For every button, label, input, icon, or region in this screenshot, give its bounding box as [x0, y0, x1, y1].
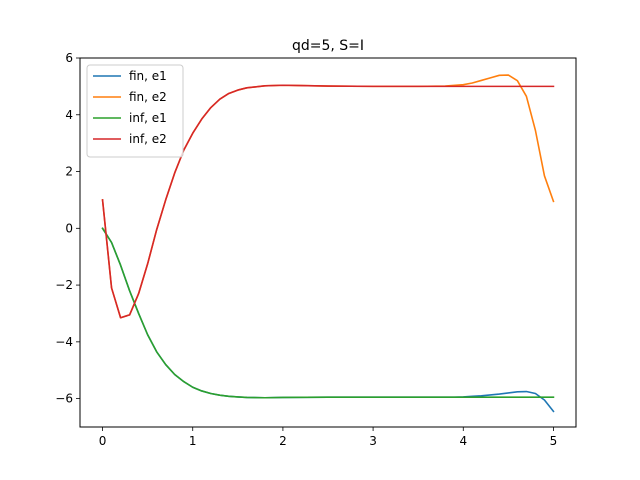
x-tick-label: 5 — [550, 434, 558, 448]
x-tick-label: 4 — [459, 434, 467, 448]
legend-box — [86, 64, 184, 158]
y-tick-label: −4 — [55, 335, 73, 349]
series-layer — [101, 74, 555, 413]
series-line-4 — [101, 84, 555, 319]
y-tick-label: −6 — [55, 392, 73, 406]
x-tick-label: 3 — [369, 434, 377, 448]
y-tick-label: 0 — [65, 221, 73, 235]
x-axis: 0 1 2 3 4 5 — [99, 427, 558, 448]
y-tick-label: 6 — [65, 51, 73, 65]
y-tick-label: 2 — [65, 165, 73, 179]
x-tick-label: 1 — [189, 434, 197, 448]
y-tick-label: −2 — [55, 278, 73, 292]
series-line-3 — [101, 227, 555, 399]
legend: fin, e1 fin, e2 inf, e1 inf, e2 — [86, 64, 184, 158]
x-tick-label: 2 — [279, 434, 287, 448]
y-tick-label: 4 — [65, 108, 73, 122]
chart-title: qd=5, S=I — [292, 38, 364, 54]
y-axis: −6 −4 −2 0 2 4 6 — [55, 51, 80, 406]
legend-label: fin, e1 — [129, 69, 167, 83]
legend-label: inf, e2 — [129, 132, 167, 146]
plot-frame — [79, 57, 577, 428]
x-tick-label: 0 — [99, 434, 107, 448]
legend-label: inf, e1 — [129, 111, 167, 125]
legend-label: fin, e2 — [129, 90, 167, 104]
